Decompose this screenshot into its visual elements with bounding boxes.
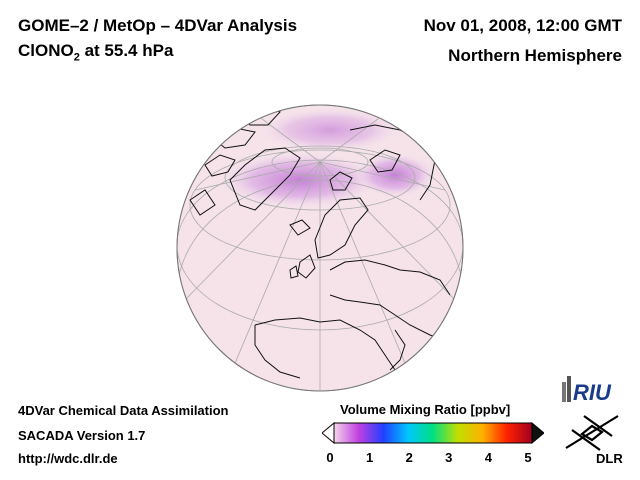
footer-line-1: 4DVar Chemical Data Assimilation bbox=[18, 403, 229, 418]
region-label: Northern Hemisphere bbox=[448, 46, 622, 65]
analysis-datetime: Nov 01, 2008, 12:00 GMT bbox=[423, 16, 622, 35]
colorbar-tick-label: 4 bbox=[484, 450, 492, 465]
colorbar-high-arrow bbox=[531, 422, 544, 444]
colorbar-gradient bbox=[333, 422, 533, 444]
colorbar-tick-label: 5 bbox=[524, 450, 532, 465]
riu-logo-text: RIU bbox=[573, 380, 612, 405]
dlr-logo-text: DLR bbox=[596, 451, 623, 466]
footer-line-2: SACADA Version 1.7 bbox=[18, 428, 146, 443]
colorbar-tick-label: 1 bbox=[365, 450, 374, 465]
colorbar-tick-label: 0 bbox=[326, 450, 334, 465]
colorbar-title: Volume Mixing Ratio [ppbv] bbox=[340, 402, 511, 417]
map-title: GOME–2 / MetOp – 4DVar Analysis bbox=[18, 16, 298, 35]
colorbar-tick-label: 3 bbox=[445, 450, 453, 465]
species-label: ClONO2 at 55.4 hPa bbox=[18, 41, 173, 63]
colorbar bbox=[322, 422, 544, 444]
colorbar-low-arrow bbox=[322, 422, 335, 444]
graticule bbox=[177, 109, 463, 391]
high-value-region bbox=[260, 108, 400, 152]
high-value-region bbox=[220, 152, 380, 208]
footer-url[interactable]: http://wdc.dlr.de bbox=[18, 451, 118, 466]
species-name: ClONO bbox=[18, 41, 74, 60]
pressure-level: at 55.4 hPa bbox=[79, 41, 174, 60]
colorbar-tick-label: 2 bbox=[405, 450, 413, 465]
high-value-region bbox=[355, 153, 435, 197]
dlr-logo-icon bbox=[565, 415, 619, 451]
species-subscript: 2 bbox=[73, 51, 80, 64]
riu-logo: RIU bbox=[562, 376, 612, 405]
